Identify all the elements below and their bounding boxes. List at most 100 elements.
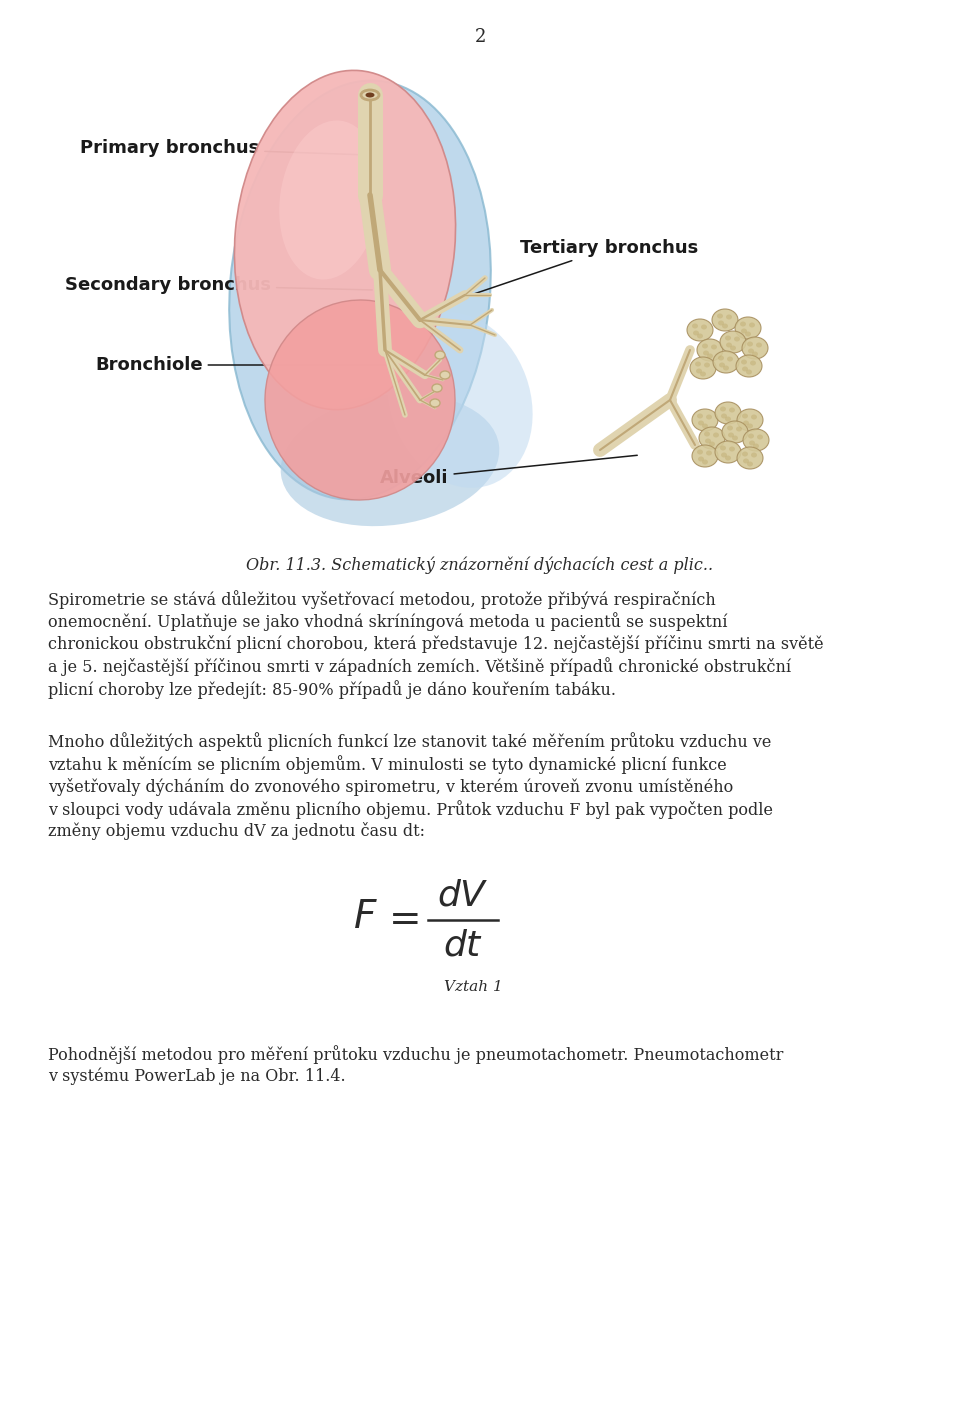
Ellipse shape	[722, 324, 728, 328]
Ellipse shape	[737, 446, 763, 469]
Ellipse shape	[229, 80, 491, 499]
Ellipse shape	[704, 362, 710, 368]
Ellipse shape	[265, 299, 455, 501]
Ellipse shape	[725, 416, 731, 422]
Text: Spirometrie se stává důležitou vyšetřovací metodou, protože přibývá respiračních: Spirometrie se stává důležitou vyšetřova…	[48, 590, 716, 609]
Ellipse shape	[697, 449, 703, 455]
Ellipse shape	[743, 429, 769, 451]
Text: $\it{dV}$: $\it{dV}$	[437, 878, 489, 913]
Ellipse shape	[366, 93, 374, 97]
Ellipse shape	[692, 324, 698, 328]
Ellipse shape	[753, 443, 759, 449]
Ellipse shape	[715, 441, 741, 463]
Ellipse shape	[720, 445, 726, 451]
Text: chronickou obstrukční plicní chorobou, která představuje 12. nejčastější příčinu: chronickou obstrukční plicní chorobou, k…	[48, 635, 824, 653]
Ellipse shape	[720, 406, 726, 412]
Ellipse shape	[717, 314, 723, 318]
Ellipse shape	[749, 441, 755, 445]
Ellipse shape	[726, 315, 732, 319]
Text: Secondary bronchus: Secondary bronchus	[65, 277, 372, 294]
Text: Alveoli: Alveoli	[380, 455, 637, 488]
Ellipse shape	[756, 342, 762, 348]
Ellipse shape	[723, 365, 729, 371]
Text: vyšetřovaly dýcháním do zvonového spirometru, v kterém úroveň zvonu umístěného: vyšetřovaly dýcháním do zvonového spirom…	[48, 777, 733, 796]
Text: plicní choroby lze předejít: 85-90% případů je dáno kouřením tabáku.: plicní choroby lze předejít: 85-90% příp…	[48, 680, 616, 699]
Ellipse shape	[726, 342, 732, 348]
Ellipse shape	[729, 408, 735, 412]
Ellipse shape	[695, 362, 701, 366]
Text: $\it{F}$: $\it{F}$	[352, 900, 377, 937]
Ellipse shape	[430, 399, 440, 406]
Ellipse shape	[743, 459, 749, 463]
Text: Primary bronchus: Primary bronchus	[80, 138, 365, 157]
Ellipse shape	[725, 335, 731, 341]
Ellipse shape	[440, 371, 450, 379]
Ellipse shape	[747, 341, 753, 347]
Ellipse shape	[757, 435, 763, 439]
Ellipse shape	[698, 421, 704, 425]
Ellipse shape	[697, 334, 703, 338]
Text: Vztah 1: Vztah 1	[444, 980, 502, 994]
Ellipse shape	[709, 442, 715, 446]
Ellipse shape	[720, 331, 746, 354]
Ellipse shape	[280, 394, 499, 526]
Text: $\it{dt}$: $\it{dt}$	[443, 928, 483, 963]
Text: onemocnění. Uplatňuje se jako vhodná skríníngová metoda u pacientů se suspektní: onemocnění. Uplatňuje se jako vhodná skr…	[48, 613, 728, 632]
Text: $=$: $=$	[381, 900, 419, 937]
Ellipse shape	[750, 361, 756, 365]
Text: v sloupci vody udávala změnu plicního objemu. Průtok vzduchu F byl pak vypočten : v sloupci vody udávala změnu plicního ob…	[48, 800, 773, 819]
Ellipse shape	[741, 359, 747, 365]
Text: v systému PowerLab je na Obr. 11.4.: v systému PowerLab je na Obr. 11.4.	[48, 1068, 346, 1085]
Ellipse shape	[741, 328, 747, 334]
Text: Obr. 11.3. Schematický znázornění dýchacích cest a plic..: Obr. 11.3. Schematický znázornění dýchac…	[247, 556, 713, 573]
Ellipse shape	[234, 70, 456, 409]
Ellipse shape	[715, 402, 741, 424]
Text: Mnoho důležitých aspektů plicních funkcí lze stanovit také měřením průtoku vzduc: Mnoho důležitých aspektů plicních funkcí…	[48, 733, 772, 752]
Ellipse shape	[687, 319, 713, 341]
Ellipse shape	[690, 356, 716, 379]
Ellipse shape	[707, 354, 713, 358]
Ellipse shape	[697, 414, 703, 418]
Ellipse shape	[751, 452, 757, 458]
Ellipse shape	[736, 426, 742, 432]
Text: vztahu k měnícím se plicním objemům. V minulosti se tyto dynamické plicní funkce: vztahu k měnícím se plicním objemům. V m…	[48, 754, 727, 774]
Text: a je 5. nejčastější příčinou smrti v západních zemích. Většině případů chronické: a je 5. nejčastější příčinou smrti v záp…	[48, 657, 791, 676]
Ellipse shape	[711, 345, 717, 349]
Ellipse shape	[730, 345, 736, 351]
Ellipse shape	[721, 414, 727, 418]
Ellipse shape	[279, 120, 381, 279]
Ellipse shape	[736, 355, 762, 376]
Ellipse shape	[746, 369, 752, 375]
Ellipse shape	[737, 409, 763, 431]
Ellipse shape	[704, 432, 710, 436]
Ellipse shape	[749, 322, 755, 328]
Ellipse shape	[693, 331, 699, 335]
Text: 2: 2	[474, 29, 486, 46]
Ellipse shape	[713, 351, 739, 374]
Text: Pohodnější metodou pro měření průtoku vzduchu je pneumotachometr. Pneumotachomet: Pohodnější metodou pro měření průtoku vz…	[48, 1045, 783, 1064]
Ellipse shape	[696, 368, 702, 374]
Ellipse shape	[700, 372, 706, 376]
Ellipse shape	[742, 337, 768, 359]
Ellipse shape	[718, 321, 724, 325]
Ellipse shape	[743, 421, 749, 425]
Ellipse shape	[751, 415, 757, 419]
Ellipse shape	[699, 426, 725, 449]
Ellipse shape	[697, 339, 723, 361]
Ellipse shape	[748, 348, 754, 354]
Ellipse shape	[705, 439, 711, 443]
Ellipse shape	[388, 312, 533, 488]
Ellipse shape	[735, 317, 761, 339]
Ellipse shape	[727, 425, 733, 431]
Ellipse shape	[702, 459, 708, 465]
Ellipse shape	[692, 445, 718, 466]
Ellipse shape	[734, 337, 740, 341]
Ellipse shape	[742, 414, 748, 418]
Ellipse shape	[703, 351, 709, 355]
Ellipse shape	[719, 362, 725, 368]
Ellipse shape	[702, 344, 708, 348]
Ellipse shape	[361, 90, 379, 100]
Ellipse shape	[713, 432, 719, 438]
Ellipse shape	[742, 366, 748, 372]
Ellipse shape	[732, 435, 738, 441]
